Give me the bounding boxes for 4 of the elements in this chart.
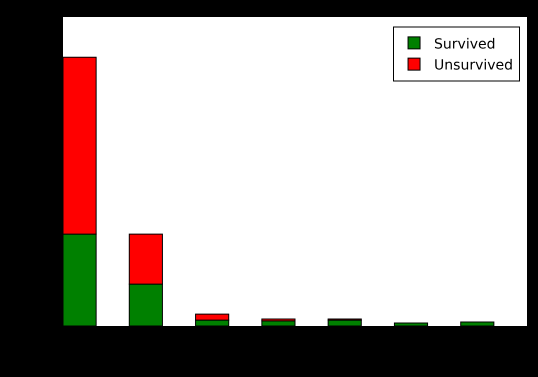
- bar: [460, 321, 494, 326]
- legend-label: Unsurvived: [434, 58, 514, 74]
- bar: [394, 322, 428, 326]
- legend-label: Survived: [434, 36, 496, 52]
